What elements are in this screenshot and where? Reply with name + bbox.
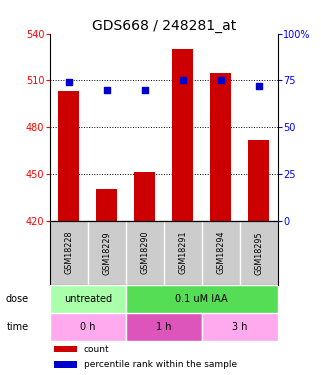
Text: 0 h: 0 h bbox=[80, 322, 95, 332]
Bar bbox=[96, 189, 117, 220]
Text: 3 h: 3 h bbox=[232, 322, 247, 332]
Text: count: count bbox=[84, 345, 109, 354]
Text: GSM18291: GSM18291 bbox=[178, 231, 187, 274]
Bar bbox=[134, 172, 155, 220]
Bar bbox=[58, 92, 79, 220]
Text: GSM18295: GSM18295 bbox=[254, 231, 263, 274]
Bar bbox=[126, 285, 278, 313]
Text: GSM18228: GSM18228 bbox=[64, 231, 73, 274]
Title: GDS668 / 248281_at: GDS668 / 248281_at bbox=[91, 19, 236, 33]
Point bbox=[256, 83, 261, 89]
Text: 0.1 uM IAA: 0.1 uM IAA bbox=[175, 294, 228, 304]
Bar bbox=[210, 73, 231, 220]
Bar bbox=[126, 313, 202, 341]
Bar bbox=[172, 50, 193, 220]
Point bbox=[142, 87, 147, 93]
Text: GSM18294: GSM18294 bbox=[216, 231, 225, 274]
Bar bbox=[248, 140, 269, 220]
Bar bbox=[50, 285, 126, 313]
Point bbox=[104, 87, 109, 93]
Bar bbox=[54, 361, 77, 368]
Text: 1 h: 1 h bbox=[156, 322, 171, 332]
Text: GSM18290: GSM18290 bbox=[140, 231, 149, 274]
Text: percentile rank within the sample: percentile rank within the sample bbox=[84, 360, 237, 369]
Point bbox=[66, 80, 71, 86]
Point bbox=[180, 78, 185, 84]
Text: dose: dose bbox=[6, 294, 29, 304]
Bar bbox=[54, 346, 77, 352]
Text: GSM18229: GSM18229 bbox=[102, 231, 111, 274]
Bar bbox=[202, 313, 278, 341]
Point bbox=[218, 78, 223, 84]
Text: time: time bbox=[7, 322, 29, 332]
Text: untreated: untreated bbox=[64, 294, 112, 304]
Bar bbox=[50, 313, 126, 341]
